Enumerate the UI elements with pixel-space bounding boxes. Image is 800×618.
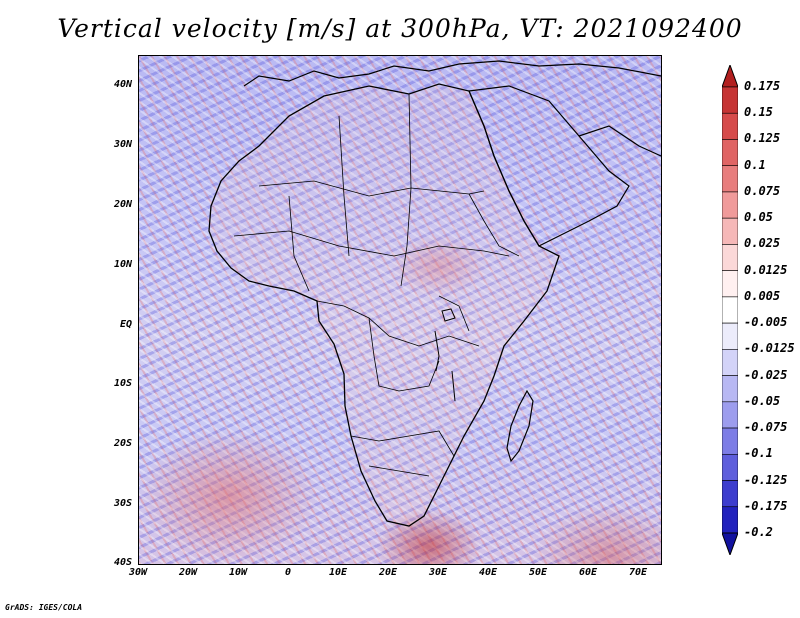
- arabia-outline: [468, 85, 630, 247]
- colorbar-segment: [722, 401, 738, 429]
- lon-label-10w: 10W: [228, 567, 248, 578]
- lat-label-40n: 40N: [113, 79, 132, 90]
- lake-malawi: [451, 370, 456, 402]
- colorbar-tick-label: -0.005: [744, 315, 788, 330]
- lat-label-10s: 10S: [113, 378, 132, 389]
- colorbar-tick-label: -0.05: [744, 393, 781, 408]
- lon-label-20w: 20W: [178, 567, 198, 578]
- lon-label-60e: 60E: [578, 567, 598, 578]
- colorbar-segment: [722, 217, 738, 245]
- lon-label-0: 0: [284, 567, 292, 578]
- country-borders: [233, 93, 520, 477]
- lake-tanganyika: [434, 330, 440, 372]
- lon-label-10e: 10E: [328, 567, 348, 578]
- colorbar-segment: [722, 244, 738, 271]
- colorbar-tick-label: -0.2: [744, 525, 773, 539]
- madagascar-outline: [506, 389, 534, 463]
- colorbar-segment: [722, 375, 738, 403]
- colorbar-tick-label: -0.125: [744, 472, 788, 487]
- lat-label-eq: EQ: [119, 319, 132, 330]
- colorbar-top-triangle: [722, 65, 738, 88]
- colorbar-tick-label: 0.075: [744, 183, 781, 198]
- lon-label-20e: 20E: [378, 567, 398, 578]
- colorbar-tick-label: -0.025: [744, 367, 788, 382]
- colorbar-tick-label: 0.15: [744, 105, 773, 120]
- colorbar-segment: [722, 270, 738, 298]
- lon-label-70e: 70E: [628, 567, 648, 578]
- colorbar-segment: [722, 86, 738, 114]
- colorbar-segment: [722, 322, 738, 350]
- colorbar-segment: [722, 480, 738, 508]
- colorbar-tick-label: 0.1: [744, 157, 766, 172]
- asia-coastline: [578, 125, 661, 157]
- lat-label-40s: 40S: [113, 557, 132, 568]
- lake-victoria: [441, 308, 456, 322]
- colorbar-segment: [722, 165, 738, 193]
- colorbar-segment: [722, 296, 738, 324]
- colorbar-segment: [722, 191, 738, 219]
- colorbar-tick-label: -0.1: [744, 446, 773, 461]
- colorbar-tick-label: 0.05: [744, 210, 773, 225]
- colorbar-segment: [722, 506, 738, 534]
- map-canvas: [208, 60, 661, 527]
- lon-label-50e: 50E: [528, 567, 548, 578]
- colorbar-segment: [722, 112, 738, 140]
- colorbar-segment: [722, 349, 738, 376]
- colorbar-tick-label: 0.175: [744, 79, 781, 93]
- africa-coastline: [208, 83, 560, 527]
- colorbar-segment: [722, 139, 738, 167]
- colorbar-tick-label: 0.125: [744, 131, 781, 146]
- colorbar-tick-label: 0.0125: [744, 262, 788, 277]
- map-panel: [138, 55, 662, 565]
- colorbar-segment: [722, 427, 738, 455]
- colorbar-tick-label: -0.0125: [744, 341, 795, 356]
- colorbar-tick-label: 0.005: [744, 288, 781, 303]
- lat-label-20n: 20N: [113, 199, 132, 210]
- colorbar: [722, 65, 738, 555]
- europe-coastline: [243, 60, 661, 87]
- footer-credit: GrADS: IGES/COLA: [5, 603, 83, 612]
- lat-label-30s: 30S: [113, 498, 132, 509]
- lat-label-10n: 10N: [113, 259, 132, 270]
- colorbar-segment: [722, 453, 738, 481]
- lon-label-30e: 30E: [428, 567, 448, 578]
- lon-label-40e: 40E: [478, 567, 498, 578]
- lat-label-20s: 20S: [113, 438, 132, 449]
- colorbar-bottom-triangle: [722, 532, 738, 555]
- lon-label-30w: 30W: [128, 567, 148, 578]
- colorbar-tick-label: -0.075: [744, 420, 788, 435]
- lat-label-30n: 30N: [113, 139, 132, 150]
- colorbar-tick-label: -0.175: [744, 498, 788, 513]
- colorbar-tick-label: 0.025: [744, 236, 781, 251]
- map-title: Vertical velocity [m/s] at 300hPa, VT: 2…: [57, 14, 743, 43]
